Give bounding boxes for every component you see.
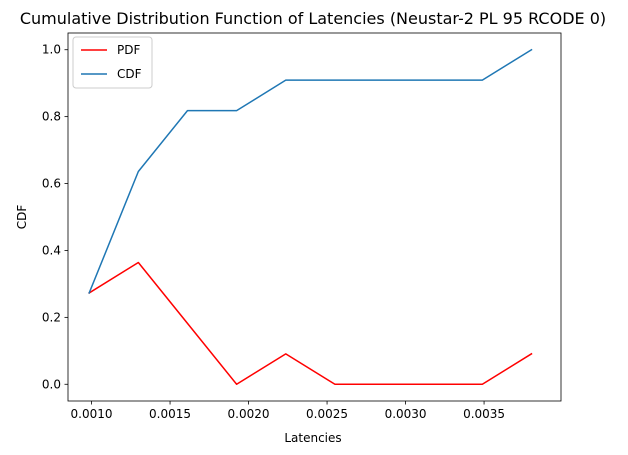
legend-label-pdf: PDF [117,43,140,57]
plot-area: 0.0010 0.0015 0.0020 0.0025 0.0030 0.0035 0.0 0… [42,32,562,421]
x-tick-label: 0.0030 [385,407,427,421]
y-tick-label: 0.2 [42,310,61,324]
axes-frame [67,32,562,402]
legend: PDF CDF [72,36,153,89]
y-tick-label: 0.8 [42,110,61,124]
y-tick-label: 0.4 [42,243,61,257]
x-tick-label: 0.0010 [71,407,113,421]
y-tick-label: 1.0 [42,43,61,57]
y-tick-label: 0.6 [42,177,61,191]
y-tick-label: 0.0 [42,377,61,391]
x-axis-label: Latencies [284,431,341,445]
series-line-cdf [88,48,533,294]
x-tick-label: 0.0025 [306,407,348,421]
chart-title: Cumulative Distribution Function of Late… [20,9,606,28]
x-tick-label: 0.0035 [463,407,505,421]
x-tick-label: 0.0015 [149,407,191,421]
series-line-pdf [88,261,533,386]
x-tick-label: 0.0020 [228,407,270,421]
legend-label-cdf: CDF [117,67,142,81]
y-axis-label: CDF [15,205,29,230]
